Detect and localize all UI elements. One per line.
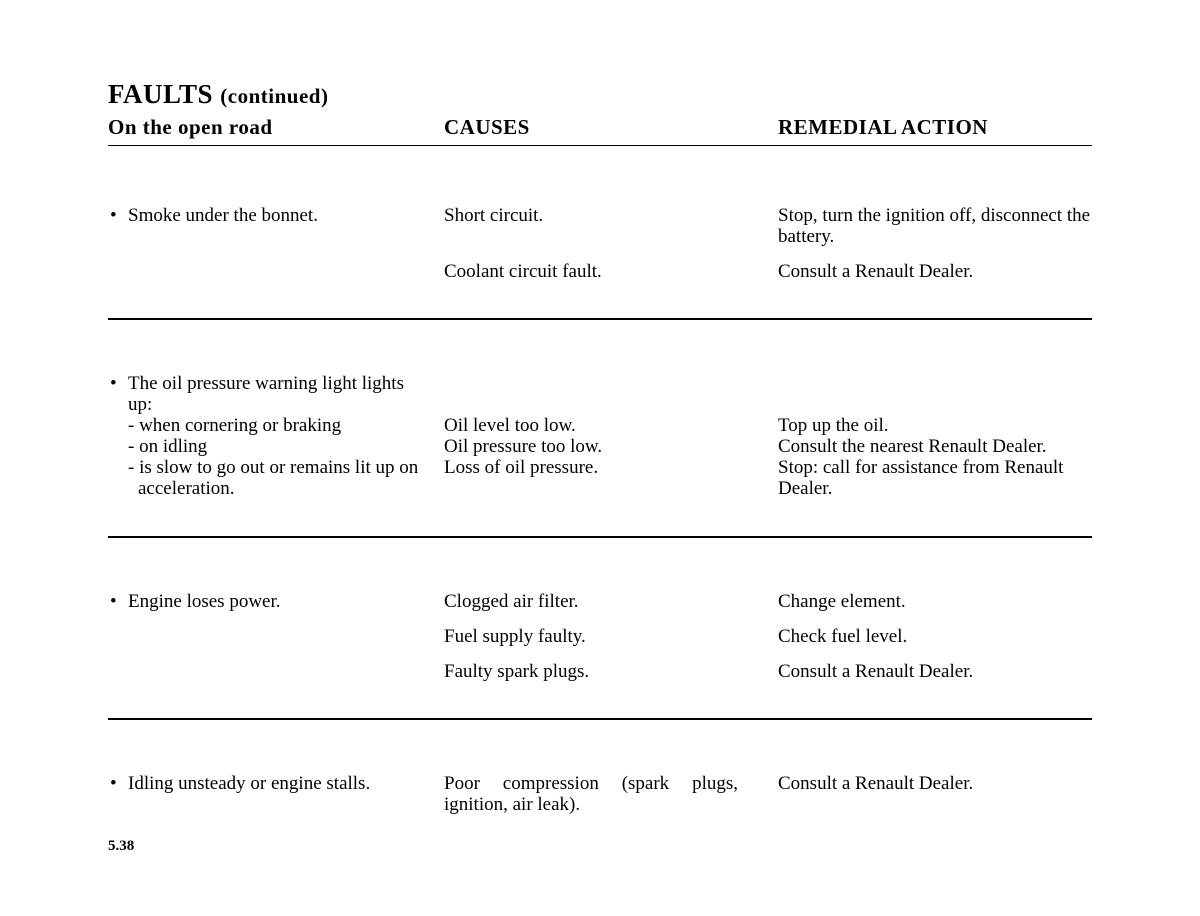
header-col1: On the open road: [108, 116, 444, 139]
page-title: FAULTS (continued): [108, 80, 1092, 110]
fault-section: The oil pressure warning light lights up…: [108, 318, 1092, 535]
remedy-text: Check fuel level.: [778, 627, 1092, 648]
cause-text: Faulty spark plugs.: [444, 662, 778, 683]
fault-section: Smoke under the bonnet. Short circuit. S…: [108, 146, 1092, 319]
fault-description: Idling unsteady or engine stalls.: [108, 774, 424, 795]
title-main: FAULTS: [108, 79, 213, 109]
cause-text: Coolant circuit fault.: [444, 262, 778, 283]
title-continued: (continued): [220, 84, 328, 108]
fault-description: Smoke under the bonnet.: [108, 206, 424, 227]
cause-text: Oil pressure too low.: [444, 437, 778, 458]
fault-subitem: - on idling: [108, 437, 424, 458]
cause-text: Poor compression (spark plugs, ignition,…: [444, 774, 778, 816]
fault-section: Idling unsteady or engine stalls. Poor c…: [108, 718, 1092, 816]
cause-text: Short circuit.: [444, 206, 778, 248]
table-header-row: On the open road CAUSES REMEDIAL ACTION: [108, 116, 1092, 146]
remedy-text: Stop, turn the ignition off, disconnect …: [778, 206, 1092, 248]
remedy-text: Top up the oil.: [778, 416, 1092, 437]
remedy-text: Consult a Renault Dealer.: [778, 774, 1092, 816]
fault-section: Engine loses power. Clogged air filter. …: [108, 536, 1092, 719]
fault-description: The oil pressure warning light lights up…: [108, 374, 424, 416]
cause-text: Clogged air filter.: [444, 592, 778, 613]
cause-text: Oil level too low.: [444, 416, 778, 437]
remedy-text: Consult a Renault Dealer.: [778, 662, 1092, 683]
remedy-text: Change element.: [778, 592, 1092, 613]
page-number: 5.38: [108, 838, 1092, 855]
cause-text: Loss of oil pressure.: [444, 458, 778, 500]
fault-subitem: - when cornering or braking: [108, 416, 424, 437]
fault-description: Engine loses power.: [108, 592, 424, 613]
fault-subitem: - is slow to go out or remains lit up on…: [108, 458, 424, 500]
header-col2: CAUSES: [444, 116, 778, 139]
cause-text: Fuel supply faulty.: [444, 627, 778, 648]
remedy-text: Consult a Renault Dealer.: [778, 262, 1092, 283]
remedy-text: Stop: call for assistance from Renault D…: [778, 458, 1092, 500]
header-col3: REMEDIAL ACTION: [778, 116, 1092, 139]
remedy-text: Consult the nearest Renault Dealer.: [778, 437, 1092, 458]
